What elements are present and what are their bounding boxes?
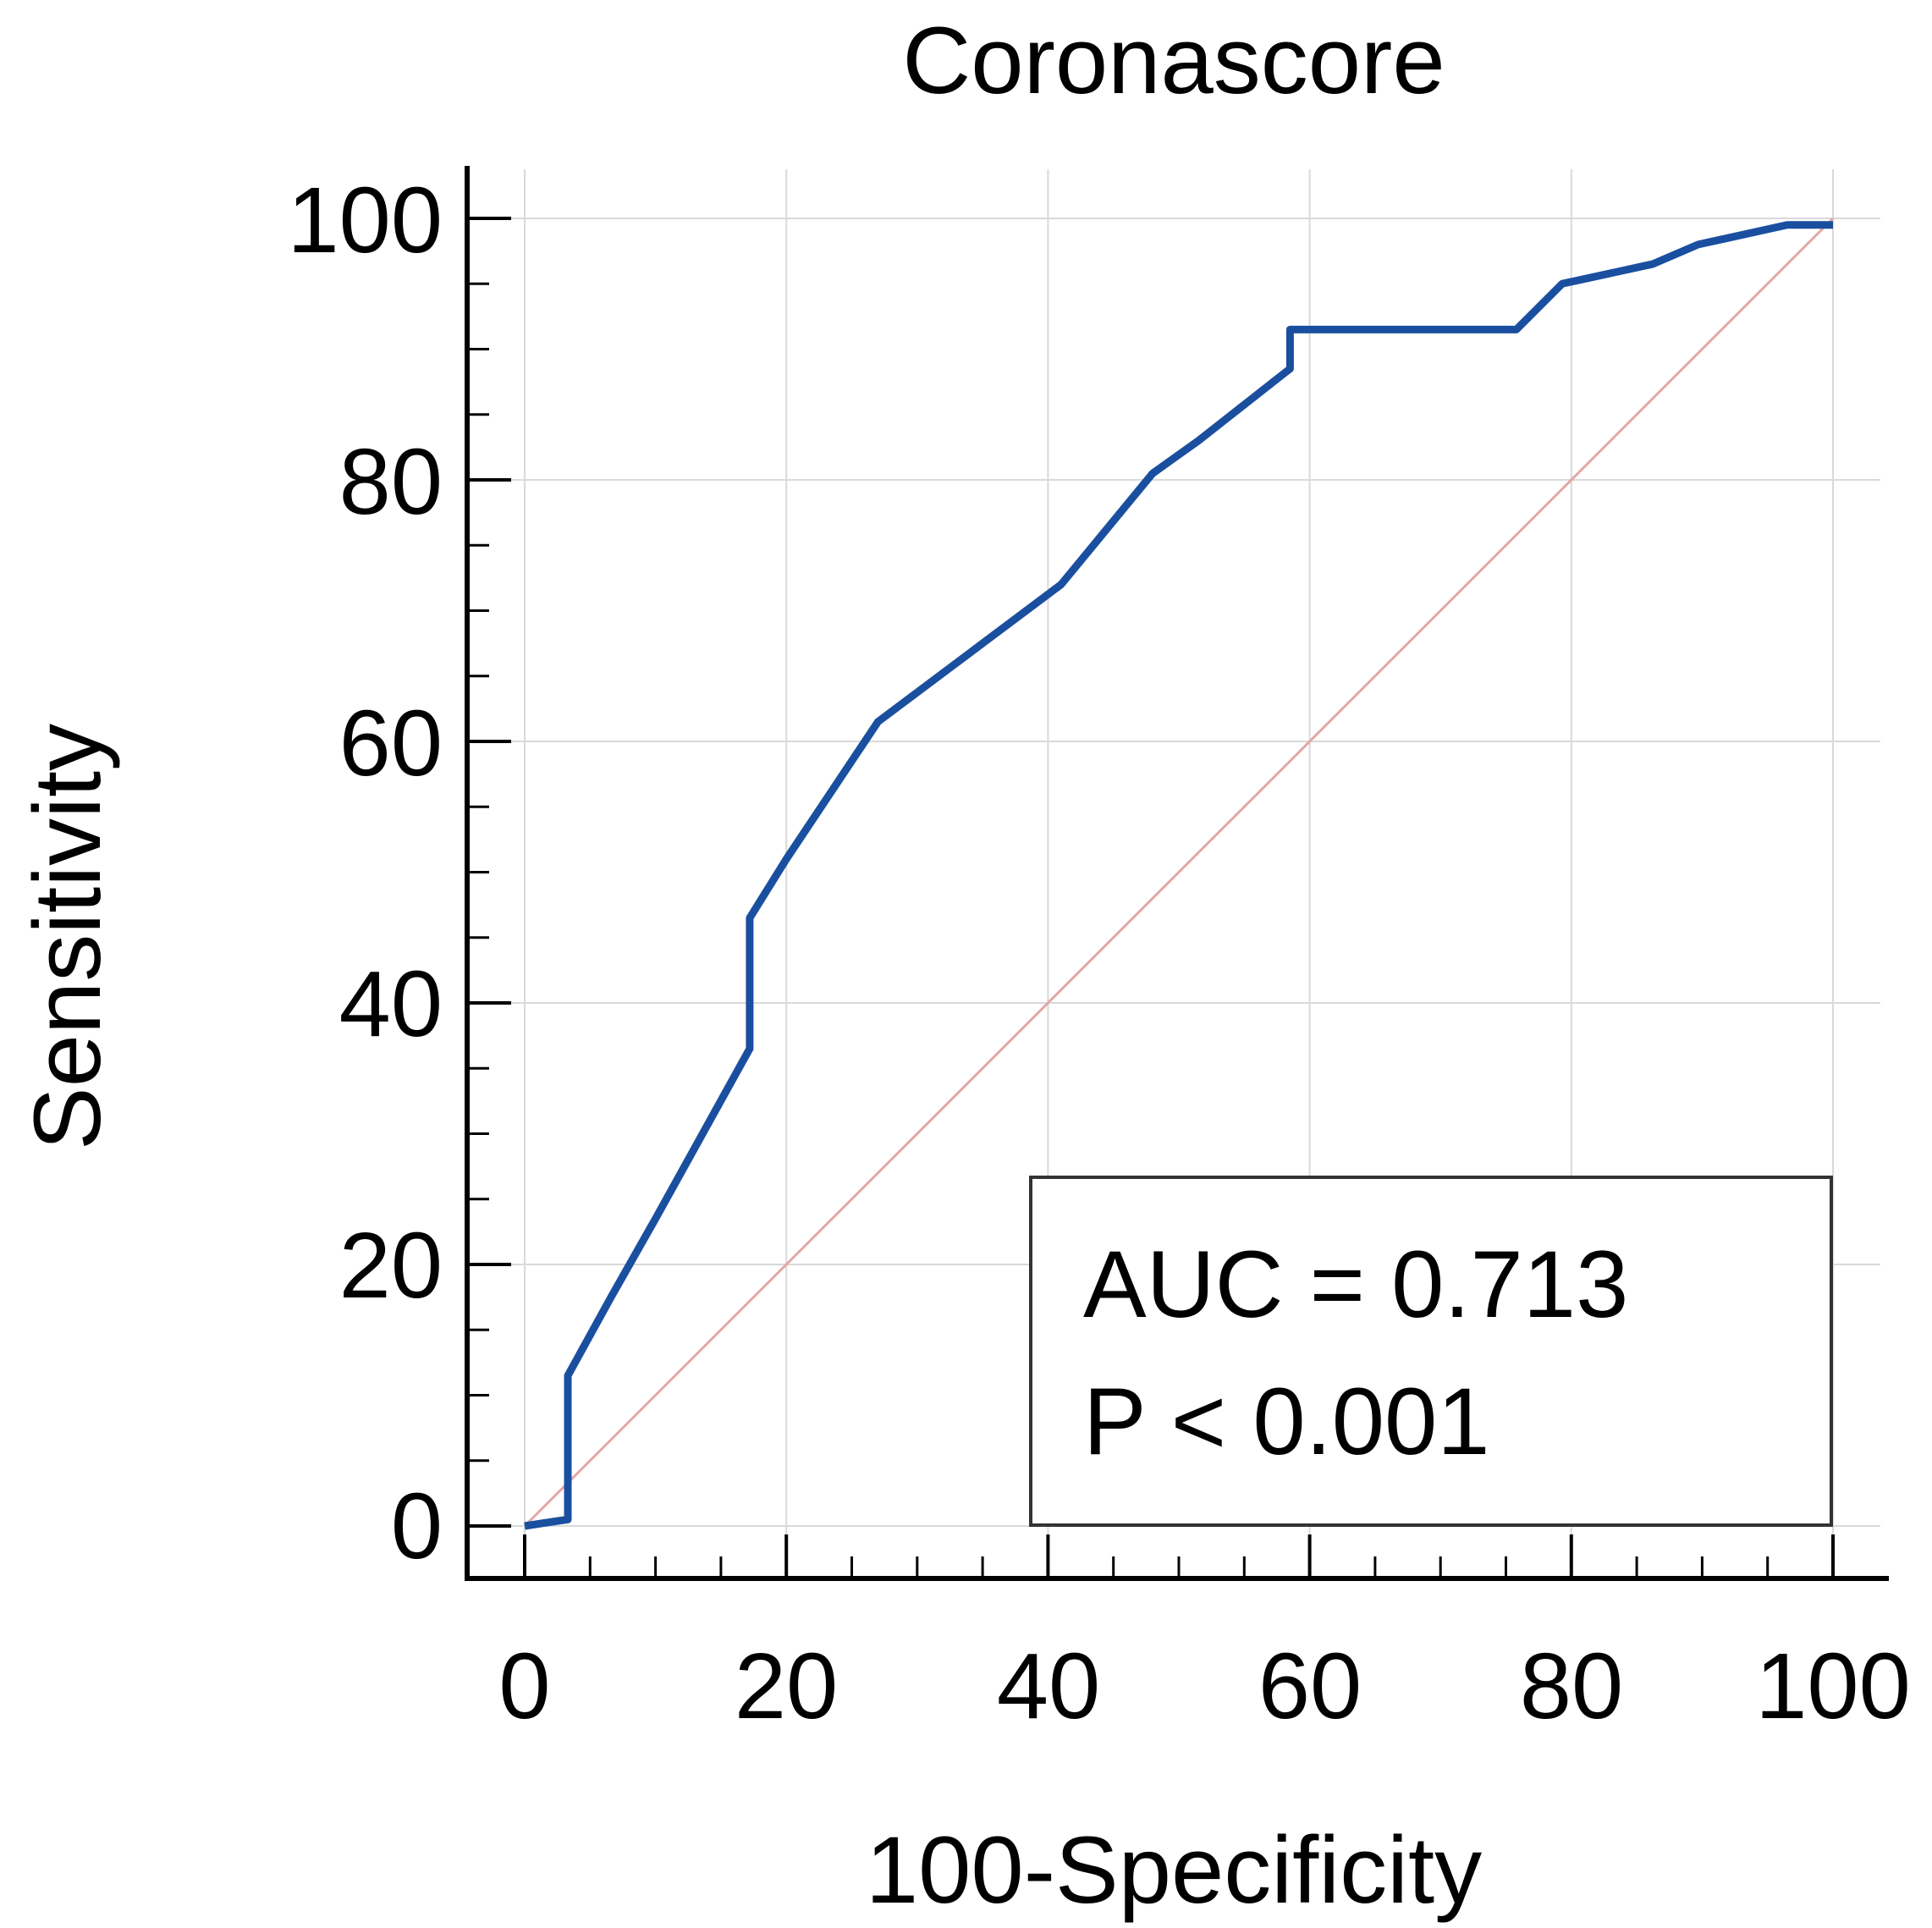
auc-label: AUC = 0.713 xyxy=(1083,1231,1628,1337)
grid xyxy=(467,169,1880,1578)
annotation-box: AUC = 0.713 P < 0.001 xyxy=(1029,1176,1833,1527)
y-tick-label-100: 100 xyxy=(287,168,443,273)
x-tick-label-80: 80 xyxy=(1520,1634,1623,1738)
y-tick-label-60: 60 xyxy=(339,691,443,796)
y-tick-label-80: 80 xyxy=(339,430,443,534)
x-tick-label-40: 40 xyxy=(997,1634,1100,1738)
x-tick-label-60: 60 xyxy=(1258,1634,1362,1738)
roc-curve-line xyxy=(524,221,1833,1530)
series-layer xyxy=(523,217,1835,1530)
x-axis-title: 100-Specificity xyxy=(866,1817,1482,1923)
x-tick-label-0: 0 xyxy=(498,1634,550,1738)
axes xyxy=(465,166,1889,1581)
y-tick-labels: 0 20 40 60 80 100 xyxy=(287,168,443,1578)
annotation-frame xyxy=(1029,1176,1833,1527)
y-tick-label-0: 0 xyxy=(391,1474,443,1578)
x-tick-labels: 0 20 40 60 80 100 xyxy=(498,1634,1910,1738)
y-tick-label-40: 40 xyxy=(339,952,443,1056)
y-axis-title: Sensitivity xyxy=(14,724,120,1150)
p-value-label: P < 0.001 xyxy=(1083,1369,1490,1474)
chart-title: Coronascore xyxy=(902,8,1445,113)
reference-diagonal-line xyxy=(523,217,1835,1528)
x-tick-label-100: 100 xyxy=(1755,1634,1911,1738)
y-tick-label-20: 20 xyxy=(339,1214,443,1318)
x-tick-label-20: 20 xyxy=(735,1634,838,1738)
